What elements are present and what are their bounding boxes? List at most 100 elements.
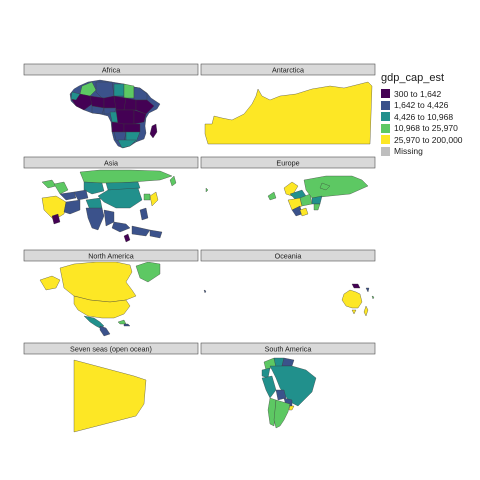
country-shape xyxy=(149,123,158,139)
country-shape xyxy=(115,109,135,125)
country-shape xyxy=(59,191,77,201)
legend-swatch xyxy=(381,146,390,156)
panel-south-america xyxy=(261,357,317,429)
panel-africa xyxy=(69,79,161,149)
legend-swatch xyxy=(381,123,390,133)
country-shape xyxy=(143,193,151,201)
country-shape xyxy=(73,295,131,319)
country-shape xyxy=(363,305,369,317)
country-shape xyxy=(319,182,331,191)
country-shape xyxy=(123,123,141,133)
legend-item: 1,642 to 4,426 xyxy=(381,100,463,111)
country-shape xyxy=(39,275,61,291)
panel-seven-seas xyxy=(73,359,147,433)
legend-label: 4,426 to 10,968 xyxy=(394,111,454,122)
country-shape xyxy=(205,187,209,193)
country-shape xyxy=(79,81,97,97)
country-shape xyxy=(313,203,321,211)
panel-title-north-america: North America xyxy=(88,251,134,260)
legend-item: 10,968 to 25,970 xyxy=(381,123,463,134)
country-shape xyxy=(149,229,163,239)
country-shape xyxy=(73,189,89,201)
panel-strip-antarctica: Antarctica xyxy=(200,63,376,76)
country-shape xyxy=(73,359,147,433)
country-shape xyxy=(303,175,369,199)
legend-item: 300 to 1,642 xyxy=(381,88,463,99)
panel-title-antarctica: Antarctica xyxy=(272,65,304,74)
panel-strip-europe: Europe xyxy=(200,156,376,169)
panel-strip-north-america: North America xyxy=(23,249,199,262)
panel-oceania xyxy=(203,283,375,317)
country-shape xyxy=(275,389,287,401)
country-shape xyxy=(70,91,81,101)
panel-antarctica xyxy=(204,81,373,145)
country-shape xyxy=(51,213,61,225)
legend-label: Missing xyxy=(394,146,423,156)
panel-asia xyxy=(41,169,177,243)
panel-title-europe: Europe xyxy=(276,158,299,167)
panel-title-asia: Asia xyxy=(104,158,118,167)
country-shape xyxy=(169,175,177,187)
country-shape xyxy=(123,233,131,243)
country-shape xyxy=(53,181,69,195)
legend-swatch xyxy=(381,89,390,98)
country-shape xyxy=(283,181,299,197)
panel-strip-oceania: Oceania xyxy=(200,249,376,262)
country-shape xyxy=(288,405,295,411)
country-shape xyxy=(41,195,67,221)
country-shape xyxy=(123,83,135,99)
country-shape xyxy=(204,81,373,145)
country-shape xyxy=(203,289,207,294)
country-shape xyxy=(83,181,105,195)
country-shape xyxy=(79,169,173,184)
legend-title: gdp_cap_est xyxy=(381,72,444,84)
legend-item: 4,426 to 10,968 xyxy=(381,111,463,122)
country-shape xyxy=(103,209,115,227)
panel-strip-south-america: South America xyxy=(200,342,376,355)
legend-swatch xyxy=(381,100,390,110)
panel-europe xyxy=(205,175,369,217)
panel-strip-asia: Asia xyxy=(23,156,199,169)
country-shape xyxy=(341,289,363,309)
country-shape xyxy=(123,323,131,327)
country-shape xyxy=(133,109,147,125)
legend-item: Missing xyxy=(381,146,463,157)
country-shape xyxy=(99,325,111,337)
legend-label: 300 to 1,642 xyxy=(394,88,442,99)
country-shape xyxy=(113,83,125,97)
legend-swatch xyxy=(381,112,390,121)
country-shape xyxy=(133,86,148,101)
country-shape xyxy=(123,97,137,111)
country-shape xyxy=(59,262,137,303)
country-shape xyxy=(139,207,149,221)
panel-north-america xyxy=(39,262,161,337)
panel-strip-africa: Africa xyxy=(23,63,199,76)
country-shape xyxy=(117,139,137,149)
country-shape xyxy=(91,105,105,115)
country-shape xyxy=(365,287,370,293)
country-shape xyxy=(125,131,141,143)
country-shape xyxy=(131,225,151,237)
country-shape xyxy=(149,191,159,207)
legend-label: 10,968 to 25,970 xyxy=(394,123,458,133)
country-shape xyxy=(261,375,277,399)
legend-label: 25,970 to 200,000 xyxy=(394,134,463,145)
panel-title-africa: Africa xyxy=(102,65,120,74)
panel-title-oceania: Oceania xyxy=(275,251,302,260)
country-shape xyxy=(351,283,361,289)
legend-label: 1,642 to 4,426 xyxy=(394,100,449,110)
country-shape xyxy=(117,319,127,325)
country-shape xyxy=(135,99,155,115)
country-shape xyxy=(85,207,105,231)
legend-item: 25,970 to 200,000 xyxy=(381,134,463,145)
country-shape xyxy=(63,199,81,215)
country-shape xyxy=(351,309,357,315)
legend: gdp_cap_est 300 to 1,642 1,642 to 4,426 … xyxy=(381,72,463,157)
panel-title-seven-seas: Seven seas (open ocean) xyxy=(70,344,152,353)
legend-swatch xyxy=(381,135,390,144)
country-shape xyxy=(269,365,317,407)
country-shape xyxy=(273,399,291,429)
country-shape xyxy=(97,187,143,209)
country-shape xyxy=(135,262,161,283)
